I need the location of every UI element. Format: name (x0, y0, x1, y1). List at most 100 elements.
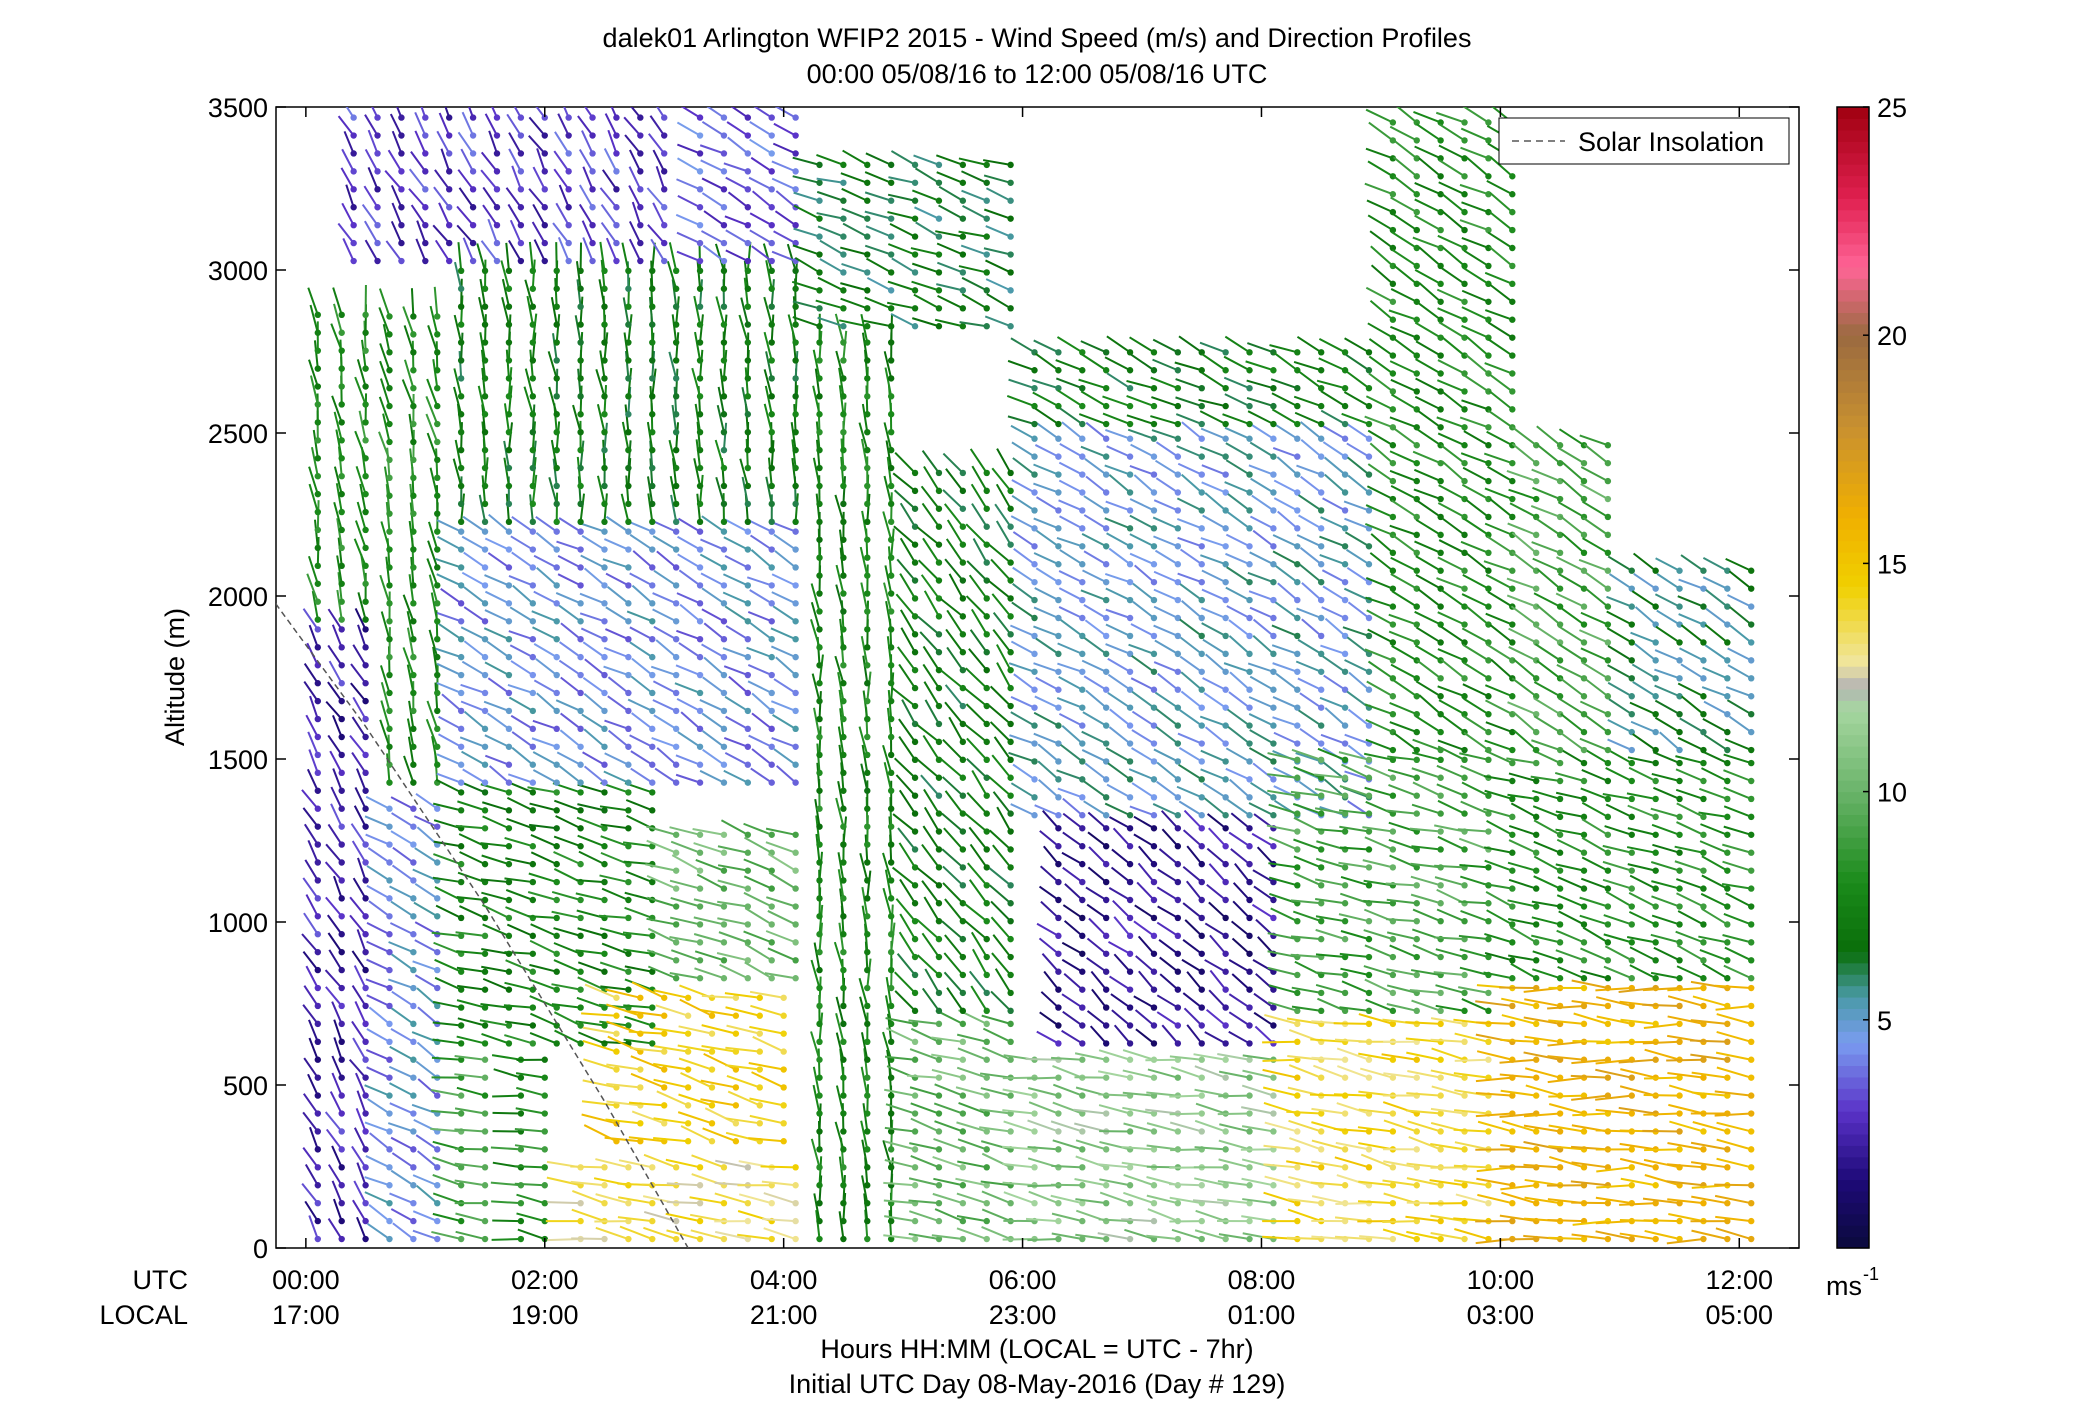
wind-barb (656, 1090, 689, 1107)
wind-barb-dot (637, 150, 644, 157)
wind-barb-dot (1270, 435, 1277, 442)
wind-barb-dot (637, 1012, 644, 1019)
wind-barb (725, 249, 749, 262)
wind-barb-dot (1031, 1199, 1038, 1207)
wind-barb-dot (1341, 704, 1349, 711)
wind-barb (412, 1229, 438, 1240)
wind-barb (366, 940, 390, 954)
wind-barb-dot (434, 671, 441, 679)
wind-barb-dot (816, 411, 823, 418)
wind-barb-dot (887, 1092, 895, 1099)
wind-barb-dot (887, 1038, 895, 1046)
wind-barb (606, 1100, 641, 1107)
wind-barb-dot (601, 635, 608, 643)
wind-barb-dot (1079, 860, 1086, 868)
wind-barb-dot (840, 931, 847, 938)
wind-barb-dot (362, 966, 369, 974)
wind-barb-dot (446, 204, 453, 211)
wind-barb-dot (457, 528, 465, 535)
wind-barb (750, 767, 773, 784)
wind-barb-dot (1055, 878, 1062, 886)
wind-barb-dot (469, 168, 477, 175)
wind-barb-dot (1365, 632, 1373, 640)
wind-barb-dot (350, 257, 357, 265)
wind-barb (601, 942, 629, 955)
wind-barb-dot (935, 1074, 943, 1081)
wind-barb-dot (314, 1038, 322, 1046)
wind-barb (923, 896, 940, 922)
wind-barb-dot (864, 1128, 871, 1135)
wind-barb (1262, 1040, 1298, 1044)
wind-barb-dot (1341, 614, 1349, 622)
wind-barb (882, 511, 893, 541)
wind-barb (702, 244, 725, 262)
wind-barb-dot (1079, 1146, 1086, 1153)
wind-barb-dot (1031, 367, 1038, 374)
wind-barb (456, 1035, 486, 1045)
wind-barb (860, 438, 869, 469)
wind-barb (504, 836, 534, 848)
wind-barb-dot (1102, 794, 1110, 801)
wind-barb (513, 107, 522, 119)
wind-barb-dot (410, 456, 417, 464)
wind-barb-dot (1102, 614, 1110, 622)
wind-barb (332, 1198, 343, 1222)
wind-barb-dot (601, 843, 608, 850)
wind-barb (600, 204, 618, 226)
wind-barb (767, 457, 773, 487)
wind-barb-dot (935, 1146, 943, 1153)
wind-barb (716, 404, 725, 433)
wind-barb (514, 1182, 545, 1187)
wind-barb (767, 853, 797, 872)
wind-barb (341, 202, 355, 226)
wind-barb-dot (649, 528, 656, 535)
wind-barb-dot (887, 339, 895, 346)
wind-barb-dot (744, 707, 752, 715)
wind-barb-dot (505, 500, 513, 508)
wind-barb-dot (649, 357, 656, 364)
wind-barb-dot (792, 957, 799, 964)
wind-barb-dot (625, 411, 632, 418)
wind-barb-dot (577, 1199, 584, 1207)
wind-barb-dot (493, 168, 501, 175)
wind-barb-dot (362, 787, 369, 794)
wind-barb-dot (935, 1110, 943, 1117)
wind-barb (501, 296, 510, 325)
wind-barb-dot (911, 1182, 919, 1189)
wind-barb-dot (935, 1038, 943, 1046)
wind-barb-dot (362, 984, 369, 992)
wind-barb (743, 858, 773, 872)
wind-barb-dot (983, 882, 990, 889)
wind-barb-dot (1222, 435, 1229, 442)
wind-barb (691, 1154, 725, 1169)
wind-barb (389, 1082, 414, 1097)
wind-barb-dot (1246, 776, 1253, 783)
wind-barb (955, 1177, 987, 1187)
wind-barb (366, 865, 391, 882)
wind-barb-dot (720, 150, 728, 157)
wind-barb-dot (434, 1092, 441, 1099)
wind-barb-dot (1174, 825, 1182, 832)
wind-barb-dot (1246, 1217, 1253, 1225)
wind-barb-dot (649, 546, 656, 553)
wind-barb-dot (1150, 986, 1158, 993)
wind-barb-dot (386, 931, 393, 938)
wind-barb-dot (744, 221, 752, 229)
wind-barb-dot (362, 455, 369, 462)
wind-barb (385, 483, 391, 514)
wind-barb (378, 396, 391, 425)
wind-barb-dot (864, 769, 871, 777)
wind-barb (884, 1159, 916, 1169)
wind-barb (582, 641, 606, 658)
wind-barb (861, 403, 869, 433)
wind-barb (581, 1113, 617, 1125)
wind-barb (481, 904, 510, 919)
wind-barb-dot (1246, 722, 1253, 729)
wind-barb-dot (661, 1030, 668, 1037)
wind-barb-dot (314, 715, 322, 723)
wind-barb-dot (1055, 722, 1062, 729)
wind-barb (391, 864, 414, 882)
wind-barb-dot (840, 662, 847, 669)
wind-barb (746, 576, 773, 587)
wind-barb (648, 296, 654, 325)
